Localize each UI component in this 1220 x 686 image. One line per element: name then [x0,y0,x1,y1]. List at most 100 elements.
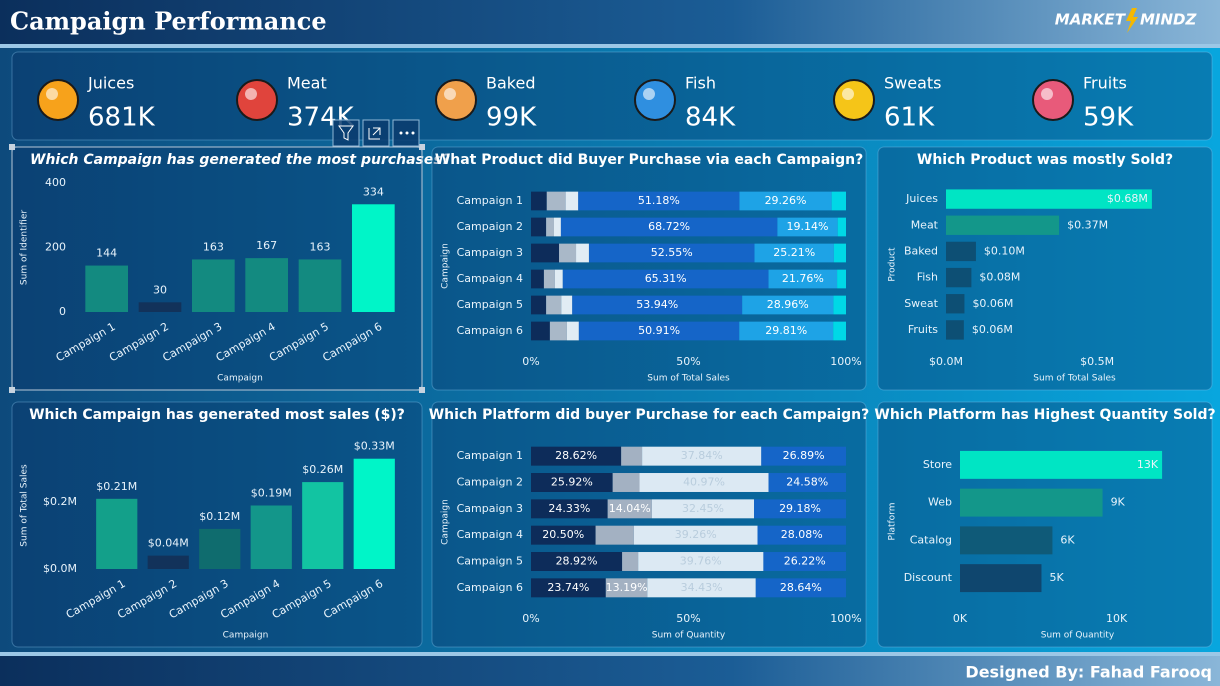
bar [960,526,1053,555]
data-label: 5K [1049,571,1064,584]
resize-handle [419,387,425,393]
bar-segment [837,269,846,289]
data-label: 28.08% [781,528,823,541]
bar-segment [642,446,762,466]
data-label: $0.19M [251,487,292,500]
focus-mode-button[interactable] [362,119,390,147]
data-label: 14.04% [609,502,651,515]
kpi-icon [1032,79,1074,121]
y-tick-label: Store [923,458,952,471]
bar-segment [531,191,547,211]
bar-segment [546,217,554,237]
kpi-icon-detail [245,88,257,100]
filter-button[interactable] [332,119,360,147]
data-label: 13K [1137,458,1159,471]
data-label: 144 [96,247,117,260]
kpi-icon-detail [842,88,854,100]
bar-segment [768,473,846,492]
data-label: 26.22% [784,555,826,568]
x-tick-label: 10K [1106,612,1128,625]
kpi-value: 681K [88,103,156,133]
bar-segment [647,578,756,598]
kpi-label: Sweats [884,74,942,93]
kpi-icon [236,79,278,121]
data-label: 21.76% [782,272,824,285]
kpi-icon [435,79,477,121]
y-tick-label: Campaign 6 [457,324,523,337]
bar-segment [578,321,740,341]
kpi-icon [634,79,676,121]
data-label: 50.91% [638,324,680,337]
bar-segment [546,295,562,315]
bar [353,458,395,569]
bar-segment [546,191,566,211]
more-options-button[interactable] [392,119,420,147]
bar-segment [560,217,778,237]
x-tick-label: 0% [522,355,539,368]
bar-segment [531,578,606,598]
kpi-icon-detail [643,88,655,100]
data-label: 19.14% [787,220,829,233]
bar-segment [833,243,846,263]
chart-panel [877,146,1213,391]
x-tick-label: $0.0M [929,355,963,368]
data-label: 40.97% [683,476,725,489]
chart-panel [11,401,423,648]
bar-segment [621,446,643,466]
bar-segment [777,217,838,237]
bar [946,267,972,288]
data-label: 28.92% [556,555,598,568]
chart-title: Which Platform did buyer Purchase for ea… [429,407,870,423]
y-axis-title: Product [888,247,898,282]
kpi-label: Baked [486,74,535,93]
bar [946,320,964,340]
filter-box [332,119,360,147]
kpi-value: 84K [685,103,736,133]
bar-segment [833,295,846,315]
bar-segment [639,473,769,492]
chart-title: Which Product was mostly Sold? [917,152,1173,168]
bar-segment [531,446,622,466]
x-tick-label: 50% [676,355,700,368]
kpi-icon-detail [46,88,58,100]
data-label: 9K [1111,496,1126,509]
bar [245,258,288,312]
bar-segment [739,191,832,211]
y-tick-label: Juices [905,192,938,205]
bar [960,450,1163,479]
y-tick-label: Campaign 6 [457,581,523,594]
bar-segment [651,499,755,519]
bar-segment [742,295,834,315]
data-label: 6K [1060,533,1075,546]
y-tick-label: Campaign 3 [457,502,523,515]
data-label: $0.68M [1107,192,1148,205]
data-label: 29.26% [765,194,807,207]
data-label: $0.26M [302,463,343,476]
bar-segment [565,191,579,211]
y-tick-label: Baked [904,244,938,257]
bar-segment [531,243,560,263]
bar-segment [572,295,743,315]
data-label: 167 [256,239,277,252]
header-bar [0,0,1220,44]
bar [352,204,395,312]
resize-handle [419,144,425,150]
x-tick-label: 0% [522,612,539,625]
x-tick-label: 0K [953,612,968,625]
bar-segment [559,243,577,263]
kpi-label: Fruits [1083,74,1127,93]
dot [411,131,415,135]
kpi-icon [37,79,79,121]
data-label: $0.10M [984,244,1025,257]
bar-segment [549,321,567,341]
footer-bar [0,656,1220,686]
logo-left: MARKET [1055,11,1127,29]
y-tick-label: $0.2M [43,495,77,508]
x-tick-label: 50% [676,612,700,625]
bar [302,482,344,569]
data-label: 29.81% [765,324,807,337]
y-tick-label: 200 [45,241,66,254]
data-label: 51.18% [638,194,680,207]
bar-segment [607,499,652,519]
bar [96,498,138,569]
